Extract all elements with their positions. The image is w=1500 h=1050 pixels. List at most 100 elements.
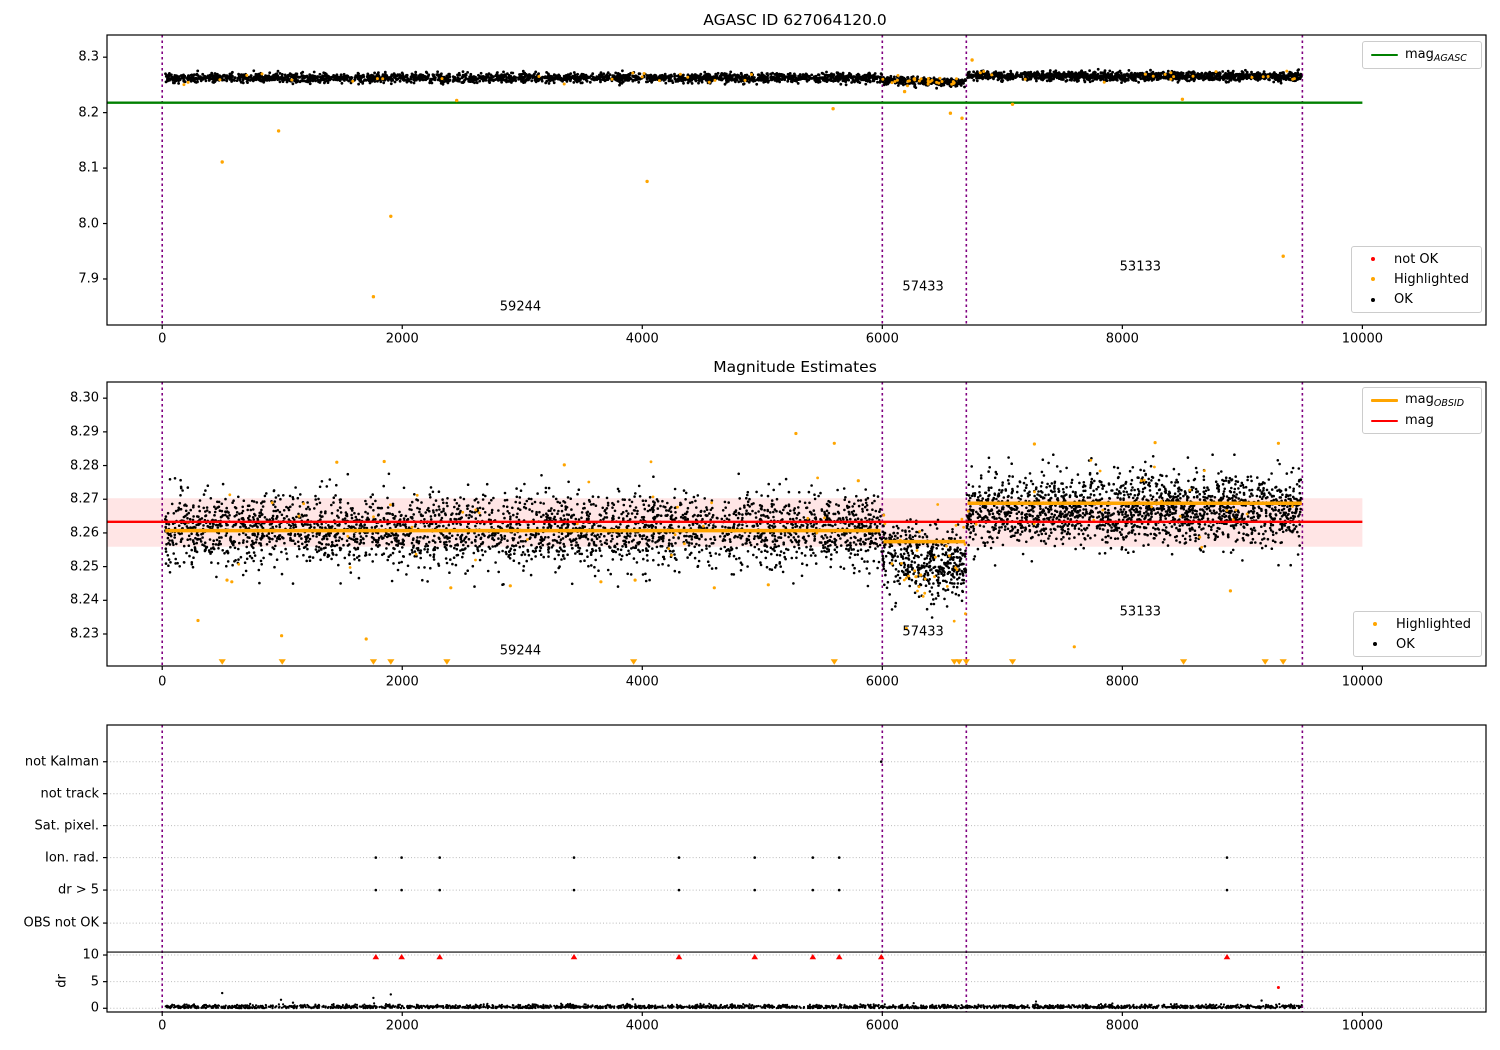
legend-point-status-top: not OK Highlighted OK	[1351, 246, 1482, 313]
dr-clipped-red-triangle	[570, 954, 578, 960]
flag-row-label: Sat. pixel.	[34, 818, 99, 834]
legend-row: mag	[1369, 411, 1475, 431]
dr-axis-label: dr	[54, 974, 70, 988]
legend-row: magAGASC	[1369, 45, 1475, 65]
dr-clipped-red-triangle	[398, 954, 405, 960]
legend-dot-sample-icon	[1358, 277, 1388, 282]
y-tick-label: 8.3	[78, 49, 99, 65]
obsid-annotation: 53133	[1119, 259, 1162, 275]
clipped-low-triangle	[278, 659, 286, 665]
dr-clipped-red-triangle	[372, 954, 380, 960]
legend-label: OK	[1394, 292, 1413, 308]
x-tick-label: 2000	[385, 331, 419, 347]
obsid-annotation: 59244	[499, 643, 542, 659]
x-tick-label: 10000	[1341, 1018, 1384, 1034]
clipped-low-triangle	[369, 659, 378, 665]
legend-row: Highlighted	[1360, 614, 1475, 634]
obsid-annotation: 59244	[499, 299, 542, 315]
highlighted-outlier-points	[196, 431, 1281, 649]
flag-row-label: OBS not OK	[23, 915, 100, 931]
dr-outlier-points	[221, 991, 1263, 1004]
x-tick-label: 10000	[1341, 674, 1384, 690]
highlighted-outlier-points	[220, 58, 1285, 299]
plot-title-agasc: AGASC ID 627064120.0	[703, 11, 887, 29]
legend-row: magOBSID	[1369, 390, 1475, 410]
clipped-low-triangle	[1008, 659, 1017, 665]
obsid-annotation: 57433	[902, 624, 944, 640]
legend-label: mag	[1405, 413, 1434, 429]
dr-tick-label: 5	[90, 974, 99, 990]
ok-points	[965, 453, 1303, 567]
ok-points	[164, 69, 884, 87]
clipped-low-triangle	[955, 659, 963, 665]
legend-row: OK	[1360, 634, 1475, 654]
y-tick-label: 8.28	[70, 458, 99, 474]
legend-label: magOBSID	[1405, 391, 1465, 409]
clipped-low-triangle	[950, 659, 958, 665]
flag-row-label: not Kalman	[24, 754, 99, 770]
dr-points	[164, 1000, 1303, 1010]
legend-line-sample-icon	[1369, 398, 1399, 402]
clipped-low-triangle	[962, 659, 970, 665]
x-tick-label: 10000	[1341, 331, 1384, 347]
flag-event-points	[374, 760, 1229, 892]
legend-label: Highlighted	[1396, 616, 1471, 632]
legend-dot-sample-icon	[1360, 642, 1390, 646]
obsid-annotation: 53133	[1119, 604, 1162, 620]
dr-clipped-red-triangle	[675, 954, 683, 960]
x-tick-label: 0	[158, 674, 167, 690]
dr-clipped-red-triangle	[835, 954, 843, 960]
x-tick-label: 6000	[865, 674, 899, 690]
dr-clipped-red-triangle	[809, 954, 817, 960]
x-tick-label: 8000	[1105, 331, 1139, 347]
y-tick-label: 8.30	[70, 390, 99, 406]
plot-title-magnitude-estimates: Magnitude Estimates	[713, 358, 877, 376]
legend-label: not OK	[1394, 251, 1439, 267]
dr-tick-label: 10	[82, 947, 99, 963]
obsid-annotation: 57433	[902, 279, 944, 295]
y-tick-label: 8.0	[78, 216, 99, 232]
middle-plot-spines	[106, 381, 1487, 667]
x-tick-label: 8000	[1105, 1018, 1139, 1034]
legend-label: Highlighted	[1394, 271, 1469, 287]
y-tick-label: 8.23	[70, 626, 99, 642]
legend-point-status-middle: Highlighted OK	[1353, 611, 1482, 657]
legend-row: Highlighted	[1358, 269, 1475, 289]
x-tick-label: 0	[158, 1018, 167, 1034]
clipped-low-triangle	[387, 659, 395, 665]
bottom-plot-spines	[106, 724, 1487, 1013]
legend-dot-sample-icon	[1360, 622, 1390, 626]
legend-mag-agasc: magAGASC	[1362, 41, 1482, 69]
y-tick-label: 8.24	[70, 592, 99, 608]
legend-row: OK	[1358, 290, 1475, 310]
top-plot-spines	[106, 34, 1487, 326]
y-tick-label: 7.9	[78, 271, 99, 287]
clipped-low-triangle	[630, 659, 638, 665]
x-tick-label: 6000	[865, 331, 899, 347]
legend-line-sample-icon	[1369, 419, 1399, 422]
legend-label: magAGASC	[1405, 46, 1467, 64]
x-tick-label: 4000	[625, 674, 659, 690]
x-tick-label: 8000	[1105, 674, 1139, 690]
legend-dot-sample-icon	[1358, 257, 1388, 262]
dr-tick-label: 0	[90, 1000, 99, 1016]
y-tick-label: 8.29	[70, 424, 99, 440]
dr-clipped-red-triangle	[751, 954, 759, 960]
dr-clipped-red-triangle	[1223, 954, 1231, 960]
x-tick-label: 6000	[865, 1018, 899, 1034]
x-tick-label: 2000	[385, 674, 419, 690]
x-tick-label: 4000	[625, 331, 659, 347]
clipped-low-triangle	[1279, 659, 1287, 665]
legend-mag-lines: magOBSID mag	[1362, 387, 1482, 434]
clipped-low-triangle	[218, 659, 226, 665]
y-tick-label: 8.25	[70, 559, 99, 575]
highlighted-points	[182, 69, 1296, 88]
dr-clipped-red-triangle	[877, 954, 885, 960]
flag-row-label: Ion. rad.	[45, 850, 99, 866]
clipped-low-triangle	[830, 659, 838, 665]
y-tick-label: 8.27	[70, 491, 99, 507]
clipped-low-triangle	[1261, 659, 1269, 665]
x-tick-label: 4000	[625, 1018, 659, 1034]
